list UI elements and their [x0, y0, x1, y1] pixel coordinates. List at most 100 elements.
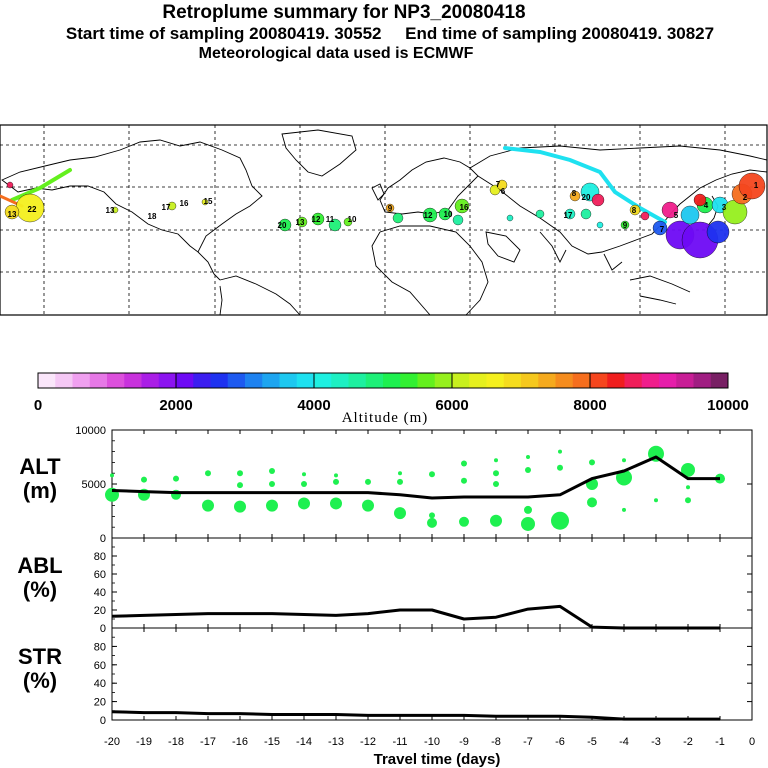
colorbar-swatch — [158, 373, 177, 388]
colorbar-swatch — [641, 373, 660, 388]
y-tick-label: 10000 — [75, 425, 106, 437]
plume-marker — [596, 221, 604, 229]
altitude-point — [205, 470, 211, 477]
altitude-point — [298, 497, 310, 510]
plume-marker — [385, 203, 395, 213]
colorbar-swatch — [72, 373, 91, 388]
str-series-line — [111, 710, 720, 721]
colorbar-swatch — [521, 373, 539, 388]
day-label: 12 — [312, 215, 321, 224]
altitude-point — [362, 499, 374, 512]
plume-marker — [652, 220, 668, 236]
colorbar-swatch — [38, 373, 56, 388]
day-label: 4 — [704, 201, 709, 210]
altitude-point — [525, 466, 531, 473]
altitude-point — [494, 458, 498, 463]
colorbar-swatch — [262, 373, 280, 388]
colorbar-label: 10000 — [707, 397, 749, 414]
colorbar-frame — [37, 372, 729, 389]
day-label: 16 — [180, 199, 189, 208]
colorbar-swatch — [417, 373, 436, 388]
y-tick-label: 5000 — [82, 479, 106, 491]
plume-marker — [343, 217, 353, 227]
colorbar-swatch — [607, 373, 625, 388]
x-tick-label: -2 — [683, 736, 693, 748]
altitude-point — [237, 482, 243, 489]
plume-marker — [392, 212, 404, 224]
colorbar-swatch — [693, 373, 712, 388]
altitude-point — [461, 460, 467, 467]
y-tick-label: 20 — [94, 605, 106, 617]
colorbar-swatch — [486, 373, 505, 388]
colorbar-swatch — [314, 373, 332, 388]
altitude-point — [557, 464, 563, 471]
x-axis-title: Travel time (days) — [374, 751, 501, 768]
x-tick-label: -7 — [523, 736, 533, 748]
plume-marker — [680, 205, 700, 225]
colorbar-swatch — [193, 373, 211, 388]
altitude-point — [237, 470, 243, 477]
colorbar-swatch — [245, 373, 263, 388]
x-tick-label: -15 — [264, 736, 280, 748]
colorbar-swatch — [434, 373, 453, 388]
plume-marker — [167, 201, 177, 211]
colorbar-swatch — [590, 373, 608, 388]
plume-marker — [591, 193, 605, 207]
panel-label: ABL — [17, 553, 62, 578]
altitude-point — [461, 477, 467, 484]
colorbar-swatch — [538, 373, 556, 388]
plume-markers — [4, 172, 766, 259]
plume-marker — [454, 198, 470, 214]
altitude-colorbar: 0 2000 4000 6000 8000 10000 Altitude (m) — [34, 372, 749, 426]
colorbar-swatch — [469, 373, 487, 388]
altitude-point — [493, 470, 499, 477]
altitude-point — [685, 497, 691, 504]
colorbar-swatch — [624, 373, 643, 388]
day-label: 7 — [660, 225, 665, 234]
map-graticule — [0, 125, 767, 315]
colorbar-swatch — [141, 373, 160, 388]
x-tick-label: -18 — [168, 736, 184, 748]
y-tick-label: 20 — [94, 697, 106, 709]
sampling-times: Start time of sampling 20080419. 30552 E… — [65, 24, 715, 43]
x-tick-label: -9 — [459, 736, 469, 748]
altitude-point — [334, 473, 338, 478]
plume-marker — [738, 172, 766, 200]
altitude-point — [397, 478, 403, 485]
colorbar-swatch — [383, 373, 401, 388]
day-label: 12 — [424, 211, 433, 220]
day-label: 20 — [278, 221, 287, 230]
x-tick-label: -1 — [715, 736, 725, 748]
plume-marker — [706, 220, 730, 244]
day-label: 16 — [460, 203, 469, 212]
plume-marker — [535, 209, 545, 219]
colorbar-swatch — [452, 373, 470, 388]
colorbar-swatch — [107, 373, 125, 388]
x-tick-label: -6 — [555, 736, 565, 748]
plume-marker — [506, 214, 514, 222]
y-tick-label: 0 — [100, 623, 106, 635]
plume-marker — [569, 190, 581, 202]
x-tick-label: 0 — [749, 736, 755, 748]
altitude-point — [524, 505, 532, 514]
altitude-point — [269, 481, 275, 487]
x-tick-label: -4 — [619, 736, 629, 748]
plume-marker — [201, 198, 209, 206]
abl-series-line — [111, 604, 720, 630]
plume-marker — [693, 193, 707, 207]
colorbar-label: 2000 — [159, 397, 192, 414]
plume-marker — [6, 181, 14, 189]
altitude-point — [302, 472, 306, 477]
colorbar-label: 6000 — [435, 397, 468, 414]
altitude-point — [681, 462, 695, 477]
colorbar-swatch — [55, 373, 73, 388]
day-label: 17 — [162, 203, 171, 212]
colorbar-swatch — [676, 373, 694, 388]
altitude-point — [301, 481, 307, 487]
plume-marker — [422, 207, 438, 223]
colorbar-swatch — [555, 373, 574, 388]
colorbar-swatch — [296, 373, 315, 388]
